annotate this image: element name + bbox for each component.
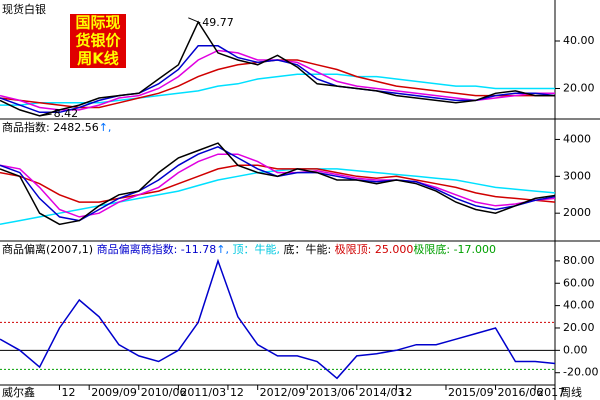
limit-value: 25.000 [375,243,414,256]
series-line [0,164,556,203]
limit-value: -17.000 [454,243,496,256]
y-tick-label: 3000 [563,169,591,182]
header-part: ↑, [216,243,232,256]
brand: 威尔鑫 [2,385,35,399]
y-tick-label: 60.00 [563,276,595,289]
x-tick-label: 12 [61,386,75,399]
header-part: 顶：牛能, [232,242,283,256]
x-tick-label: 2017 [537,386,565,399]
x-tick-label: 2016/06 [498,386,544,399]
y-tick-label: 40.00 [563,34,595,47]
series-line [0,20,555,117]
series-line [0,168,556,226]
series-line [0,258,556,380]
annotation-line [188,17,201,24]
header-part: 现货白银 [2,2,46,16]
badge-text: 国际现 [75,14,120,32]
x-tick-label: 2011/03 [180,386,226,399]
x-tick-label: 2015/09 [448,386,494,399]
annotation-line [39,113,52,117]
x-tick-label: 2010/06 [141,386,187,399]
series-line [0,153,556,218]
y-tick-label: 2000 [563,206,591,219]
x-tick-label: 12 [230,386,244,399]
y-tick-label: 4000 [563,132,591,145]
header-part: 2482.56 [53,121,99,134]
limit-name: 极限底: [413,242,453,256]
series-line [0,45,556,114]
header-part: 商品偏离(2007,1) [2,242,97,256]
annotation: 49.77 [202,16,234,29]
y-tick-label: 0.00 [563,343,588,356]
header-part: ↑, [99,121,112,134]
panel-header: 商品偏离(2007,1) 商品偏离商指数: -11.78↑, 顶：牛能, 底：牛… [2,242,496,256]
limit-name: 极限顶: [335,242,375,256]
header-part: 商品偏离商指数: [97,242,181,256]
panel-header: 商品指数: 2482.56↑, [2,120,111,134]
x-tick-label: 2012/09 [260,386,306,399]
y-tick-label: 40.00 [563,299,595,312]
badge-text: 周K线 [77,50,119,68]
period: 周线 [560,385,582,399]
panel-header: 现货白银 [2,2,46,16]
y-tick-label: 20.00 [563,321,595,334]
x-tick-label: 2013/06 [309,386,355,399]
header-part: -11.78 [181,243,216,256]
y-tick-label: -20.00 [563,366,598,379]
badge-box [70,14,126,68]
series-line [0,142,556,226]
y-tick-label: 80.00 [563,254,595,267]
annotation: 8.42 [54,107,78,120]
x-tick-label: 2014/03 [359,386,405,399]
y-tick-label: 20.00 [563,82,595,95]
header-part: 商品指数: [2,120,53,134]
x-tick-label: 12 [398,386,412,399]
header-part: 底：牛能: [283,242,334,256]
badge-text: 货银价 [75,32,121,50]
x-tick-label: 2009/09 [91,386,137,399]
